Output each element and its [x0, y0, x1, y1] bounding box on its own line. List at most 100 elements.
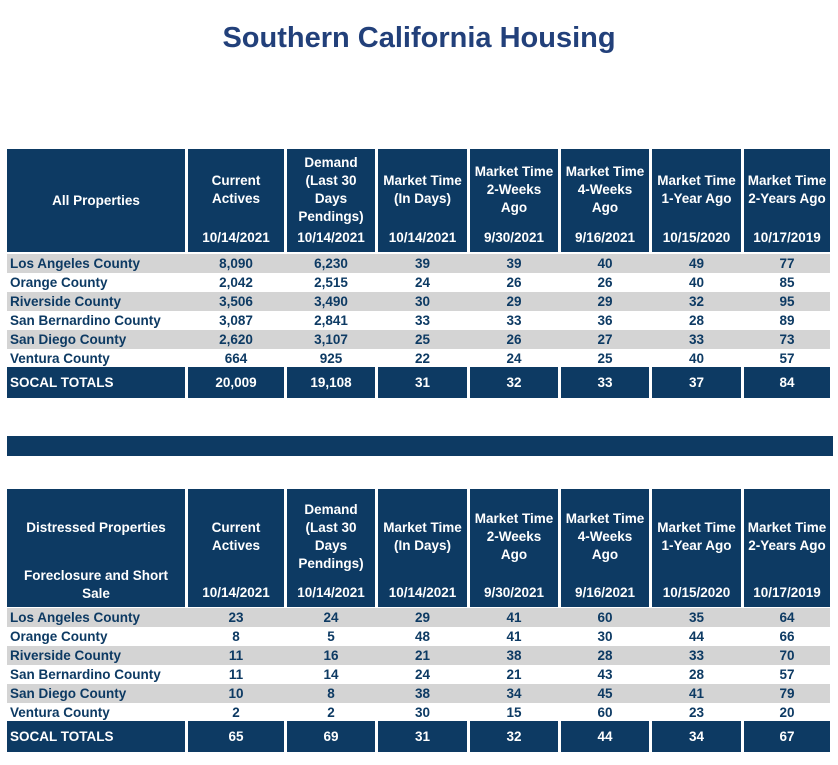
table-cell: 38: [506, 648, 522, 663]
table-cell: 25: [597, 351, 613, 366]
table-cell: 16: [323, 648, 339, 663]
column-header-date: 10/14/2021: [388, 230, 457, 245]
table-cell: 89: [779, 313, 795, 328]
table-cell: 48: [414, 629, 431, 644]
table-cell: 34: [506, 686, 522, 701]
column-header-date: 10/14/2021: [202, 230, 270, 245]
table-cell: 8: [232, 629, 240, 644]
column-header: Market Time 2-Weeks Ago 9/30/2021: [470, 489, 558, 607]
column-header: Market Time 1-Year Ago 10/15/2020: [652, 489, 741, 607]
table-cell: 2,515: [314, 275, 348, 290]
table-cell: 10: [228, 686, 244, 701]
column-header: Demand (Last 30 Days Pendings) 10/14/2021: [287, 489, 375, 607]
table-cell: 29: [597, 294, 613, 309]
table-cell: 33: [506, 313, 522, 328]
table-row: Ventura County 664 925 22 24 25 40 57: [7, 349, 830, 368]
column-header-label: Market Time 4-Weeks Ago: [565, 163, 645, 215]
table-cell: 38: [414, 686, 431, 701]
table-cell: 41: [506, 610, 522, 625]
table-cell: 30: [597, 629, 613, 644]
table-cell: 2,042: [219, 275, 253, 290]
county-name: San Bernardino County: [10, 313, 161, 328]
table-cell: 43: [597, 667, 613, 682]
table-cell: 40: [597, 256, 613, 271]
totals-cell: 67: [744, 721, 830, 752]
table-cell: 6,230: [314, 256, 348, 271]
table-cell: 29: [506, 294, 522, 309]
table-row: San Diego County 2,620 3,107 25 26 27 33 73: [7, 330, 830, 349]
column-header-date: 9/30/2021: [483, 230, 545, 245]
totals-cell: 84: [744, 367, 830, 398]
table-cell: 2,620: [219, 332, 253, 347]
column-header-label: Market Time (In Days): [383, 172, 462, 206]
column-header-label: Market Time 1-Year Ago: [657, 172, 736, 206]
table-cell: 28: [688, 313, 705, 328]
table-cell: 39: [414, 256, 431, 271]
totals-label: SOCAL TOTALS: [7, 367, 185, 398]
column-header: Market Time 2-Years Ago 10/17/2019: [744, 149, 830, 252]
column-header-label: Demand (Last 30 Days Pendings): [298, 154, 364, 224]
table-row: Orange County 8 5 48 41 30 44 66: [7, 627, 830, 646]
table-header-label: All Properties: [7, 149, 185, 252]
column-header-label: Market Time 2-Weeks Ago: [474, 163, 554, 215]
totals-cell: 32: [470, 367, 558, 398]
column-header-date: 10/14/2021: [297, 230, 365, 245]
column-header-date: 10/14/2021: [202, 585, 270, 600]
table-cell: 3,107: [314, 332, 348, 347]
table-cell: 20: [779, 705, 795, 720]
totals-cell: 31: [378, 367, 467, 398]
table-cell: 73: [779, 332, 795, 347]
table-cell: 26: [506, 275, 522, 290]
page-title: Southern California Housing: [222, 22, 616, 54]
table-cell: 3,087: [219, 313, 253, 328]
column-header-label: Market Time 2-Weeks Ago: [474, 511, 554, 562]
table-cell: 3,490: [314, 294, 348, 309]
column-header: Current Actives 10/14/2021: [188, 149, 284, 252]
table-cell: 40: [688, 275, 705, 290]
table-cell: 8: [327, 686, 335, 701]
totals-cell: 33: [561, 367, 649, 398]
totals-cell: 20,009: [188, 367, 284, 398]
table-cell: 11: [228, 648, 244, 663]
table-row: San Diego County 10 8 38 34 45 41 79: [7, 684, 830, 703]
table-cell: 33: [688, 332, 705, 347]
table-cell: 5: [327, 629, 335, 644]
table-cell: 26: [597, 275, 613, 290]
column-header-label: Market Time 4-Weeks Ago: [565, 511, 645, 562]
column-header-date: 10/15/2020: [662, 585, 731, 600]
column-header: Market Time (In Days) 10/14/2021: [378, 489, 467, 607]
header-label-text: All Properties: [52, 192, 140, 208]
table-cell: 57: [779, 667, 795, 682]
column-header: Market Time 4-Weeks Ago 9/16/2021: [561, 489, 649, 607]
column-header: Market Time 1-Year Ago 10/15/2020: [652, 149, 741, 252]
county-name: Riverside County: [10, 648, 122, 663]
county-name: Los Angeles County: [10, 610, 141, 625]
column-header: Market Time 4-Weeks Ago 9/16/2021: [561, 149, 649, 252]
table-cell: 15: [506, 705, 522, 720]
totals-cell: 32: [470, 721, 558, 752]
table-cell: 60: [597, 705, 613, 720]
table-cell: 14: [323, 667, 339, 682]
table-cell: 664: [224, 351, 248, 366]
table-cell: 33: [414, 313, 431, 328]
column-header-date: 10/17/2019: [753, 585, 821, 600]
table-cell: 21: [414, 648, 431, 663]
table-cell: 26: [506, 332, 522, 347]
county-name: Ventura County: [10, 351, 110, 366]
table-cell: 39: [506, 256, 522, 271]
column-header-label: Market Time 2-Years Ago: [747, 520, 827, 553]
column-header: Market Time 2-Weeks Ago 9/30/2021: [470, 149, 558, 252]
table-cell: 60: [597, 610, 613, 625]
county-name: San Bernardino County: [10, 667, 161, 682]
header-label-text: Distressed Properties: [26, 520, 166, 535]
table-row: Los Angeles County 8,090 6,230 39 39 40 49 77: [7, 254, 830, 273]
column-header: Current Actives 10/14/2021: [188, 489, 284, 607]
totals-cell: 31: [378, 721, 467, 752]
table-row: Riverside County 3,506 3,490 30 29 29 32 95: [7, 292, 830, 311]
column-header: Market Time (In Days) 10/14/2021: [378, 149, 467, 252]
table-cell: 70: [779, 648, 795, 663]
totals-cell: 44: [561, 721, 649, 752]
totals-cell: 37: [652, 367, 741, 398]
county-name: San Diego County: [10, 332, 127, 347]
totals-cell: 65: [188, 721, 284, 752]
